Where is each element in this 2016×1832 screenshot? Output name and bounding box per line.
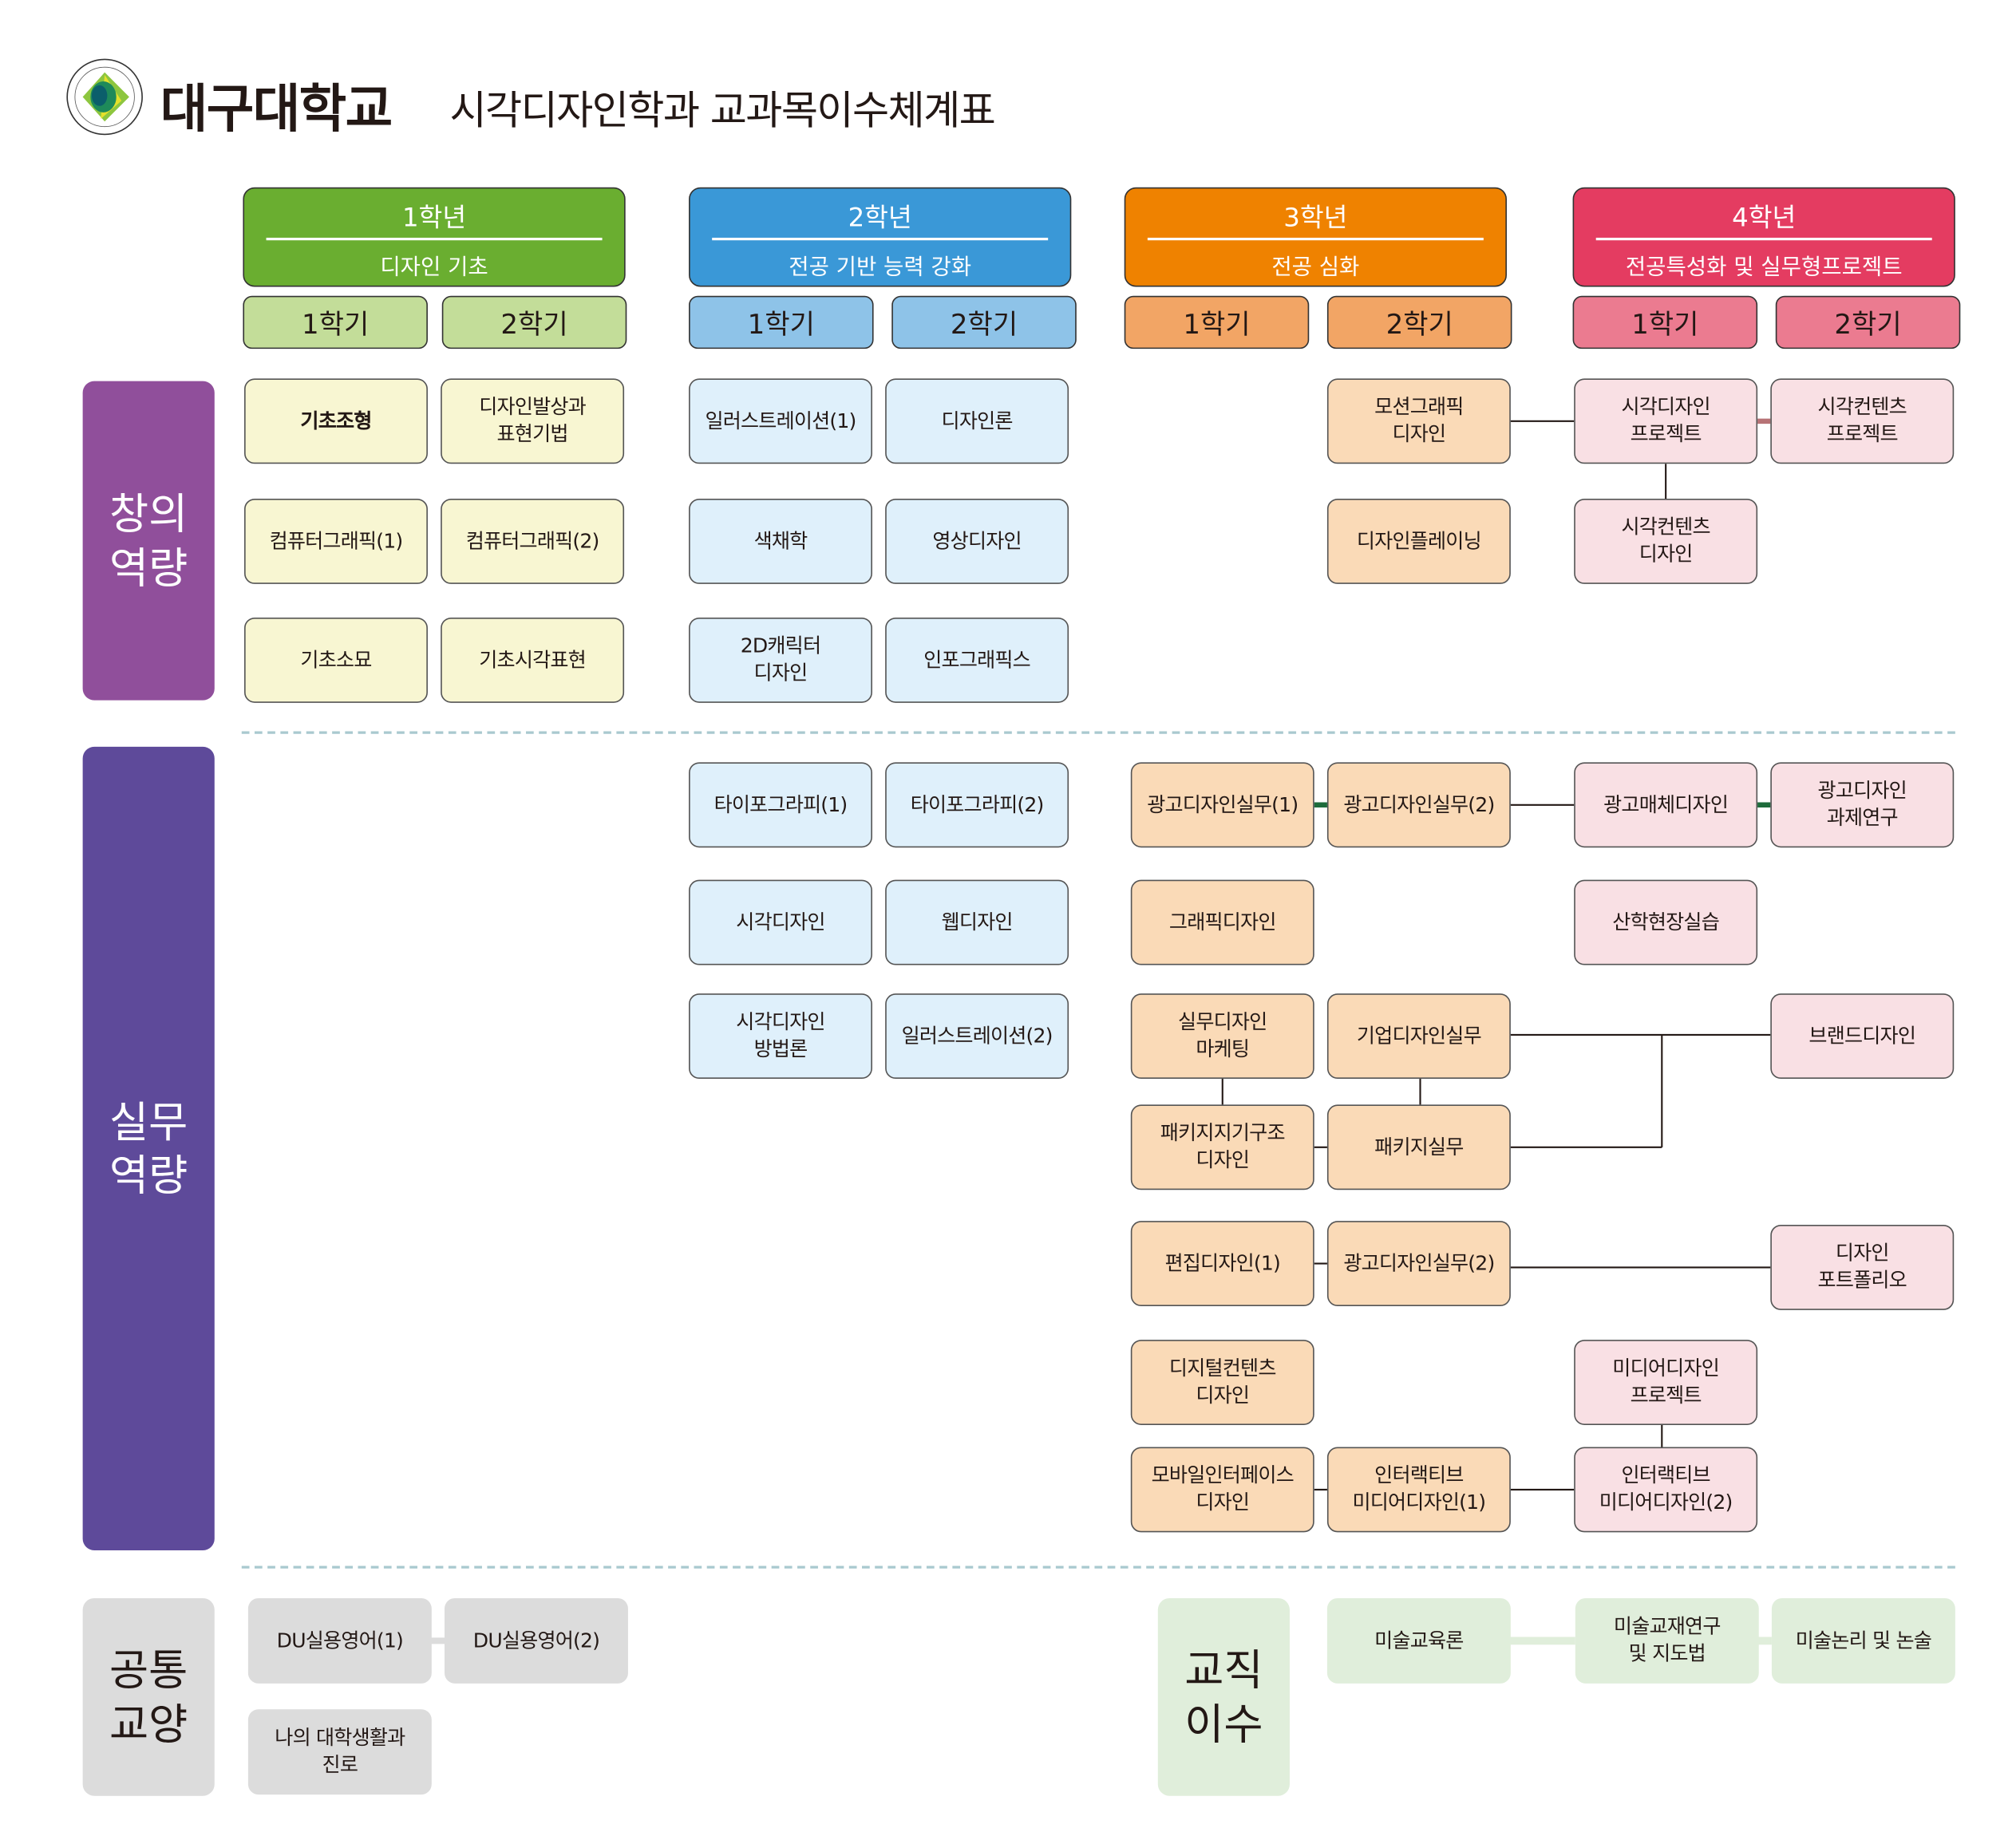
section-teaching: 교직 이수 xyxy=(1157,1597,1290,1796)
course-box[interactable]: 색채학 xyxy=(689,499,872,584)
course-box[interactable]: 패키지실무 xyxy=(1326,1104,1511,1190)
semester-header: 2학기 xyxy=(441,295,627,349)
course-box[interactable]: DU실용영어(2) xyxy=(445,1597,628,1684)
course-box[interactable]: 미술교육론 xyxy=(1326,1597,1511,1684)
course-box[interactable]: 인터랙티브 미디어디자인(2) xyxy=(1574,1447,1758,1533)
semester-header: 1학기 xyxy=(243,295,428,349)
course-box[interactable]: 웹디자인 xyxy=(885,879,1069,965)
semester-header: 1학기 xyxy=(689,295,874,349)
section-creative: 창의 역량 xyxy=(82,381,215,701)
course-box[interactable]: 광고디자인실무(2) xyxy=(1326,762,1511,848)
year-description: 전공특성화 및 실무형프로젝트 xyxy=(1625,254,1903,281)
semester-header: 1학기 xyxy=(1572,295,1758,349)
course-box[interactable]: 시각디자인 프로젝트 xyxy=(1574,378,1758,464)
course-box[interactable]: 실무디자인 마케팅 xyxy=(1130,993,1314,1080)
course-box[interactable]: 타이포그라피(1) xyxy=(689,762,872,848)
university-name: 대구대학교 xyxy=(160,80,393,140)
course-box[interactable]: 기초조형 xyxy=(244,378,428,464)
course-box[interactable]: 편집디자인(1) xyxy=(1130,1221,1314,1307)
course-box[interactable]: 디지털컨텐츠 디자인 xyxy=(1130,1340,1314,1425)
course-box[interactable]: 시각컨텐츠 디자인 xyxy=(1574,499,1758,584)
course-box[interactable]: 기초소묘 xyxy=(244,617,428,703)
course-box[interactable]: 모션그래픽 디자인 xyxy=(1326,378,1511,464)
course-box[interactable]: 인터랙티브 미디어디자인(1) xyxy=(1326,1447,1511,1533)
course-box[interactable]: 광고디자인실무(1) xyxy=(1130,762,1314,848)
page-title: 시각디자인학과 교과목이수체계표 xyxy=(449,88,995,135)
course-box[interactable]: 미술교재연구 및 지도법 xyxy=(1575,1597,1759,1684)
course-box[interactable]: 타이포그라피(2) xyxy=(885,762,1069,848)
course-box[interactable]: 컴퓨터그래픽(2) xyxy=(441,499,625,584)
course-box[interactable]: 인포그래픽스 xyxy=(885,617,1069,703)
semester-header: 2학기 xyxy=(1326,295,1512,349)
course-box[interactable]: 2D캐릭터 디자인 xyxy=(689,617,872,703)
course-box[interactable]: 디자인발상과 표현기법 xyxy=(441,378,625,464)
course-box[interactable]: 디자인플레이닝 xyxy=(1326,499,1511,584)
course-box[interactable]: 시각디자인 방법론 xyxy=(689,993,872,1080)
course-box[interactable]: 브랜드디자인 xyxy=(1770,993,1955,1080)
course-box[interactable]: 시각컨텐츠 프로젝트 xyxy=(1770,378,1955,464)
year-label: 2학년 xyxy=(848,201,912,233)
course-box[interactable]: 미디어디자인 프로젝트 xyxy=(1574,1340,1758,1425)
year-description: 전공 심화 xyxy=(1271,254,1360,281)
semester-header: 2학기 xyxy=(891,295,1077,349)
year-divider xyxy=(266,237,603,241)
course-box[interactable]: 영상디자인 xyxy=(885,499,1069,584)
course-box[interactable]: 산학현장실습 xyxy=(1574,879,1758,965)
year-label: 4학년 xyxy=(1732,201,1797,233)
course-box[interactable]: 미술논리 및 논술 xyxy=(1771,1597,1955,1684)
course-box[interactable]: DU실용영어(1) xyxy=(247,1597,432,1684)
course-box[interactable]: 광고디자인 과제연구 xyxy=(1770,762,1955,848)
semester-header: 2학기 xyxy=(1775,295,1961,349)
course-box[interactable]: 컴퓨터그래픽(1) xyxy=(244,499,428,584)
section-divider xyxy=(241,731,1955,734)
course-box[interactable]: 모바일인터페이스 디자인 xyxy=(1130,1447,1314,1533)
year-description: 전공 기반 능력 강화 xyxy=(789,254,972,281)
semester-header: 1학기 xyxy=(1124,295,1310,349)
course-box[interactable]: 디자인론 xyxy=(885,378,1069,464)
year-label: 3학년 xyxy=(1283,201,1348,233)
course-box[interactable]: 나의 대학생활과 진로 xyxy=(247,1709,432,1795)
section-practical: 실무 역량 xyxy=(82,746,215,1551)
year-divider xyxy=(1147,237,1484,241)
year-description: 디자인 기초 xyxy=(380,254,488,281)
course-box[interactable]: 시각디자인 xyxy=(689,879,872,965)
year-divider xyxy=(712,237,1049,241)
course-box[interactable]: 패키지지기구조 디자인 xyxy=(1130,1104,1314,1190)
course-box[interactable]: 광고매체디자인 xyxy=(1574,762,1758,848)
year-divider xyxy=(1595,237,1932,241)
course-box[interactable]: 기초시각표현 xyxy=(441,617,625,703)
course-box[interactable]: 기업디자인실무 xyxy=(1326,993,1511,1080)
course-box[interactable]: 일러스트레이션(2) xyxy=(885,993,1069,1080)
section-divider xyxy=(241,1565,1955,1569)
course-box[interactable]: 일러스트레이션(1) xyxy=(689,378,872,464)
course-box[interactable]: 광고디자인실무(2) xyxy=(1326,1221,1511,1307)
course-box[interactable]: 디자인 포트폴리오 xyxy=(1770,1225,1955,1310)
university-logo xyxy=(66,58,143,136)
course-box[interactable]: 그래픽디자인 xyxy=(1130,879,1314,965)
section-general: 공통 교양 xyxy=(82,1597,215,1796)
year-label: 1학년 xyxy=(401,201,467,233)
